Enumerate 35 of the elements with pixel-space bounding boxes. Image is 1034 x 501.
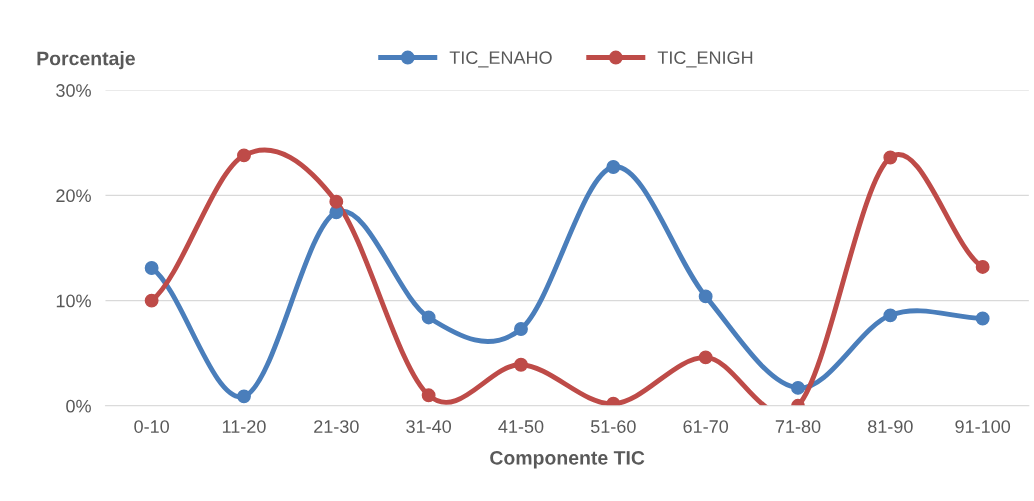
y-tick-label: 0% [66,399,91,413]
y-tick-label: 30% [56,84,91,97]
point [975,259,990,274]
point [606,160,621,174]
point [883,308,898,323]
x-tick-label: 71-80 [775,420,821,433]
point [421,310,436,325]
point [698,289,713,304]
point [698,350,713,365]
point [883,150,898,165]
point [329,194,344,209]
point [514,357,528,372]
point [421,388,436,403]
x-tick-label: 0-10 [134,420,169,433]
x-axis-title: Componente TIC [490,450,645,469]
point [791,380,805,395]
point [975,311,990,326]
y-tick-label: 20% [56,189,91,203]
x-tick-label: 11-20 [222,420,266,433]
x-tick-label: 41-50 [498,420,544,433]
point [237,148,251,163]
legend-label: TIC_ENIGH [657,51,753,68]
x-tick-label: 81-90 [868,420,913,433]
x-tick-label: 21-30 [314,420,359,433]
x-tick-label: 31-40 [406,420,452,433]
point [514,322,528,336]
point [144,261,159,275]
y-axis-title: Porcentaje [37,51,135,70]
legend-label: TIC_ENAHO [449,51,552,68]
point [237,389,251,404]
x-tick-label: 61-70 [683,420,729,433]
point [144,293,159,308]
y-tick-label: 10% [56,294,91,308]
x-tick-label: 91-100 [955,420,1011,433]
x-tick-label: 51-60 [590,420,636,433]
